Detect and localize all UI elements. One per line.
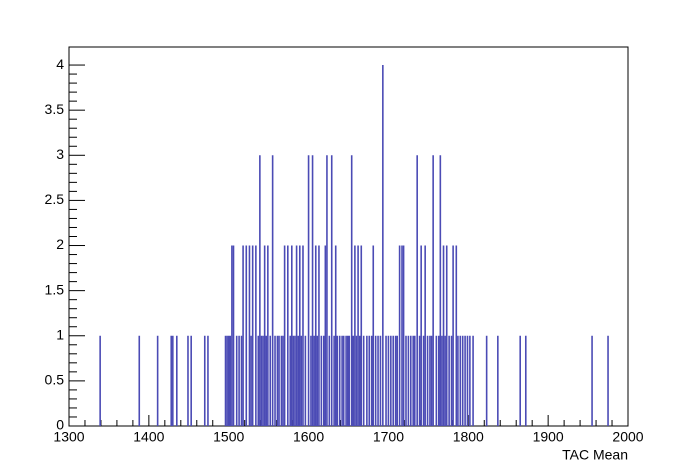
y-tick-label: 2.5 [45, 191, 65, 207]
y-tick-label: 1 [56, 326, 64, 342]
y-tick-label: 1.5 [45, 281, 65, 297]
y-tick-label: 4 [56, 56, 64, 72]
x-tick-label: 1600 [293, 429, 324, 445]
x-axis-title: TAC Mean [562, 447, 628, 463]
x-tick-label: 1900 [533, 429, 564, 445]
y-tick-label: 0 [56, 417, 64, 433]
x-tick-label: 2000 [612, 429, 643, 445]
x-tick-label: 1700 [373, 429, 404, 445]
y-tick-label: 2 [56, 236, 64, 252]
y-tick-label: 3 [56, 146, 64, 162]
y-tick-label: 3.5 [45, 101, 65, 117]
x-tick-label: 1400 [133, 429, 164, 445]
y-tick-label: 0.5 [45, 372, 65, 388]
x-tick-label: 1500 [213, 429, 244, 445]
x-tick-label: 1300 [53, 429, 84, 445]
x-tick-label: 1800 [453, 429, 484, 445]
